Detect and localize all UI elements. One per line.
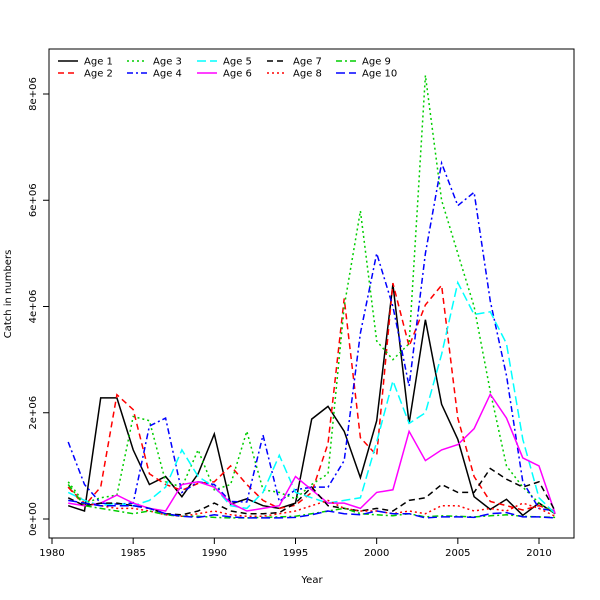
series-line-age-1 (67, 284, 556, 517)
y-tick-label: 2e+06 (28, 396, 39, 430)
x-axis: 1980 1985 1990 1995 2000 2005 2010 (39, 537, 552, 559)
y-tick-label: 0e+00 (28, 502, 39, 536)
x-axis-label: Year (300, 575, 323, 586)
legend-label: Age 5 (223, 57, 252, 68)
x-tick-label: 1990 (202, 548, 227, 559)
legend-label: Age 1 (84, 57, 113, 68)
legend-label: Age 7 (293, 57, 322, 68)
x-tick-label: 1985 (120, 548, 145, 559)
x-tick-label: 2005 (445, 548, 470, 559)
series-line-age-3 (67, 75, 556, 515)
legend-label: Age 4 (153, 69, 182, 80)
series-line-age-10 (68, 499, 556, 519)
legend-label: Age 3 (153, 57, 182, 68)
series-line-age-5 (67, 280, 556, 515)
legend-label: Age 2 (84, 69, 113, 80)
legend-label: Age 10 (362, 69, 397, 80)
y-tick-label: 4e+06 (28, 290, 39, 324)
y-axis-label: Catch in numbers (3, 250, 14, 339)
series-layer (67, 75, 556, 519)
x-tick-label: 2000 (364, 548, 389, 559)
y-axis: 0e+00 2e+06 4e+06 6e+06 8e+06 (28, 77, 50, 536)
x-tick-label: 1995 (283, 548, 308, 559)
legend-label: Age 8 (293, 69, 322, 80)
x-tick-label: 1980 (39, 548, 64, 559)
legend-label: Age 9 (362, 57, 391, 68)
y-tick-label: 8e+06 (28, 77, 39, 111)
x-tick-label: 2010 (526, 548, 551, 559)
series-line-age-2 (67, 282, 556, 512)
legend-label: Age 6 (223, 69, 252, 80)
y-tick-label: 6e+06 (28, 183, 39, 217)
series-line-age-9 (67, 484, 556, 519)
